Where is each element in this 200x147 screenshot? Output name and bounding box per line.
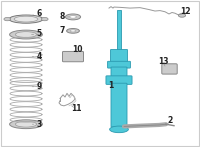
Ellipse shape <box>9 15 43 23</box>
Ellipse shape <box>65 14 81 20</box>
Ellipse shape <box>15 32 37 37</box>
FancyBboxPatch shape <box>111 83 127 127</box>
Text: 7: 7 <box>59 26 68 35</box>
Ellipse shape <box>4 17 11 21</box>
FancyBboxPatch shape <box>162 64 177 74</box>
Text: 8: 8 <box>59 12 69 21</box>
Bar <box>117 10 121 50</box>
Text: 6: 6 <box>31 9 42 19</box>
Text: 11: 11 <box>71 104 81 113</box>
FancyBboxPatch shape <box>62 51 84 62</box>
Text: 4: 4 <box>32 52 42 61</box>
FancyBboxPatch shape <box>106 76 132 84</box>
Ellipse shape <box>10 30 42 39</box>
Ellipse shape <box>41 17 48 21</box>
Text: 2: 2 <box>167 116 173 125</box>
Text: 13: 13 <box>158 56 168 66</box>
Text: 1: 1 <box>108 81 114 90</box>
Text: 12: 12 <box>180 7 190 16</box>
Ellipse shape <box>70 30 76 32</box>
Ellipse shape <box>67 29 79 33</box>
Ellipse shape <box>10 120 42 129</box>
Ellipse shape <box>14 16 38 22</box>
FancyBboxPatch shape <box>111 67 127 77</box>
Ellipse shape <box>15 121 37 127</box>
Text: 10: 10 <box>72 45 82 55</box>
Text: 3: 3 <box>32 120 42 129</box>
FancyBboxPatch shape <box>108 61 130 68</box>
Ellipse shape <box>110 126 128 133</box>
Text: 9: 9 <box>32 82 42 91</box>
Ellipse shape <box>70 16 76 18</box>
Ellipse shape <box>178 14 186 17</box>
Text: 5: 5 <box>32 29 42 38</box>
FancyBboxPatch shape <box>110 50 128 62</box>
